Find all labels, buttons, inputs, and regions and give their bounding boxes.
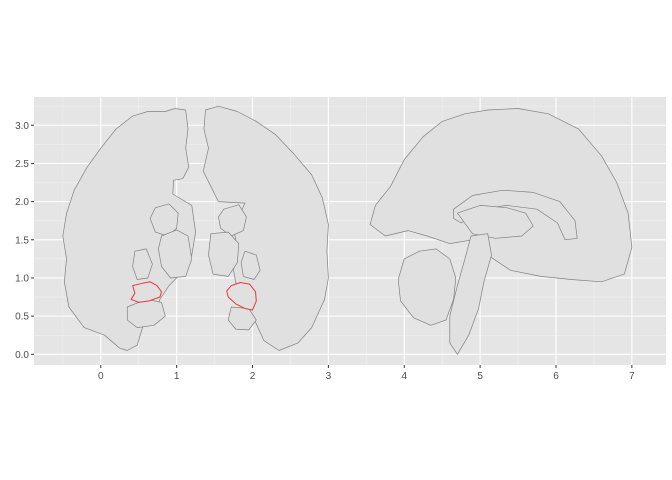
x-axis: 0 1 2 3 4 5 6 7: [98, 365, 635, 382]
coronal-view: [62, 105, 329, 351]
x-tick-label: 6: [553, 371, 559, 382]
x-tick-label: 2: [250, 371, 256, 382]
sagittal-view: [369, 108, 633, 355]
y-tick-label: 0.5: [15, 312, 29, 323]
region-brainstem: [449, 233, 492, 355]
region-right-putamen: [240, 250, 261, 280]
x-tick-label: 7: [629, 371, 635, 382]
y-axis: 0.0 0.5 1.0 1.5 2.0 2.5 3.0: [15, 121, 34, 361]
y-tick-label: 2.5: [15, 159, 29, 170]
region-right-hemisphere: [202, 105, 329, 351]
x-tick-label: 0: [98, 371, 104, 382]
x-tick-label: 3: [326, 371, 332, 382]
brain-regions: [62, 105, 633, 355]
x-tick-label: 5: [477, 371, 483, 382]
region-left-putamen: [132, 248, 153, 280]
region-left-amygdala: [130, 281, 162, 303]
x-tick-label: 1: [174, 371, 180, 382]
y-tick-label: 1.5: [15, 235, 29, 246]
region-right-amygdala: [226, 282, 257, 311]
y-tick-label: 1.0: [15, 273, 29, 284]
y-tick-label: 0.0: [15, 350, 29, 361]
region-right-caudate: [218, 204, 247, 237]
y-tick-label: 2.0: [15, 197, 29, 208]
x-tick-label: 4: [401, 371, 407, 382]
region-right-thalamus: [208, 231, 240, 277]
region-left-thalamus: [158, 229, 193, 279]
y-tick-label: 3.0: [15, 121, 29, 132]
region-cerebellum: [397, 248, 457, 326]
